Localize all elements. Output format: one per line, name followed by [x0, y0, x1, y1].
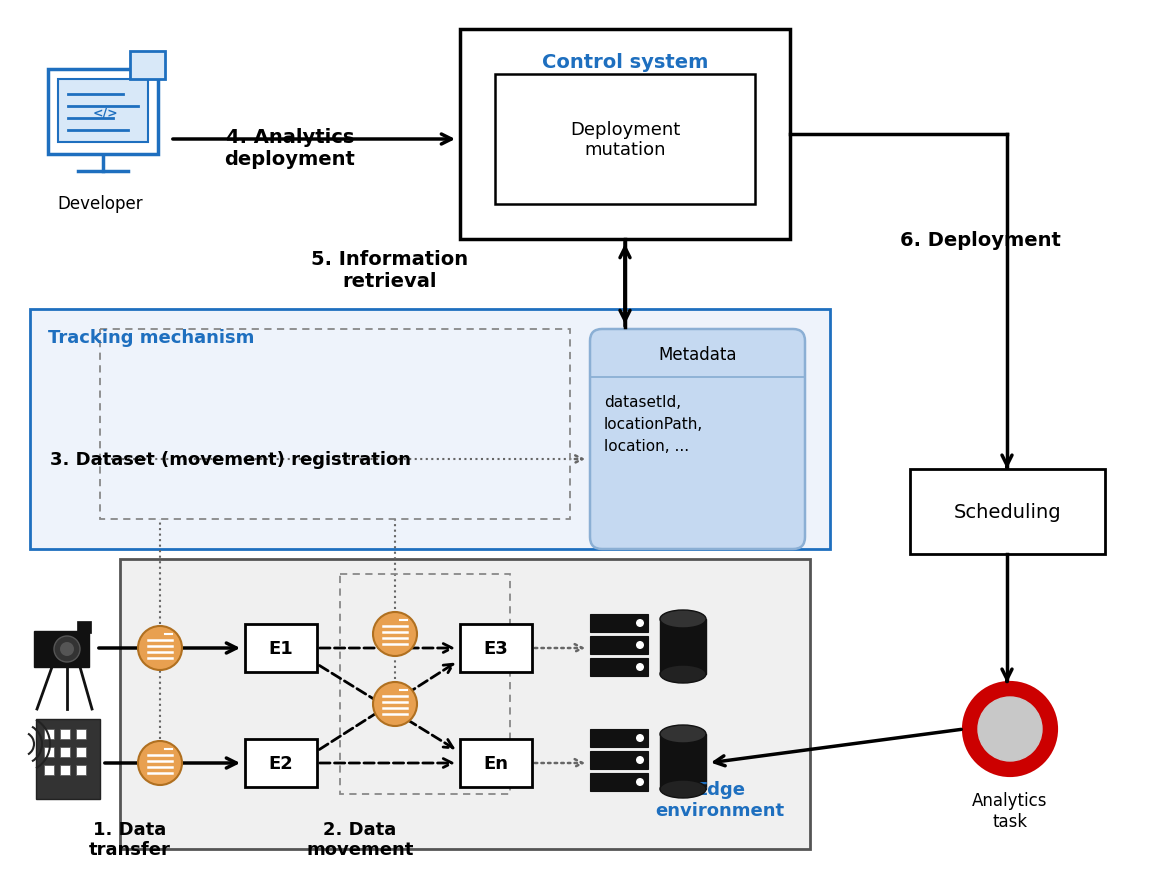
- Text: Tracking mechanism: Tracking mechanism: [48, 329, 254, 347]
- Text: Control system: Control system: [542, 53, 709, 72]
- Bar: [245, 739, 317, 787]
- Text: Scheduling: Scheduling: [953, 502, 1062, 521]
- Bar: [100, 330, 570, 519]
- Bar: [590, 637, 649, 654]
- FancyBboxPatch shape: [590, 330, 805, 550]
- Bar: [911, 469, 1106, 554]
- Bar: [76, 765, 87, 775]
- Bar: [30, 309, 830, 550]
- Bar: [76, 747, 87, 757]
- Bar: [590, 658, 649, 676]
- Circle shape: [54, 637, 80, 662]
- Text: E3: E3: [484, 639, 509, 657]
- Circle shape: [964, 683, 1056, 775]
- Text: 4. Analytics
deployment: 4. Analytics deployment: [225, 127, 355, 168]
- Circle shape: [636, 756, 644, 764]
- Circle shape: [636, 641, 644, 649]
- Bar: [590, 614, 649, 632]
- Text: Edge
environment: Edge environment: [655, 780, 785, 819]
- Bar: [60, 747, 70, 757]
- Bar: [245, 624, 317, 672]
- Circle shape: [636, 620, 644, 628]
- Text: Metadata: Metadata: [658, 346, 736, 364]
- Circle shape: [138, 627, 182, 670]
- Text: </>: </>: [92, 106, 118, 120]
- Bar: [460, 739, 532, 787]
- Bar: [58, 80, 148, 143]
- Bar: [44, 747, 54, 757]
- Bar: [77, 621, 91, 633]
- Bar: [340, 574, 510, 794]
- Circle shape: [373, 682, 417, 726]
- Text: Developer: Developer: [58, 195, 143, 213]
- Bar: [36, 719, 100, 799]
- Ellipse shape: [660, 665, 706, 683]
- Circle shape: [977, 697, 1042, 761]
- Bar: [660, 620, 706, 674]
- Bar: [460, 30, 790, 240]
- Circle shape: [636, 663, 644, 671]
- Bar: [590, 730, 649, 747]
- Ellipse shape: [660, 725, 706, 743]
- Text: Deployment
mutation: Deployment mutation: [570, 121, 680, 159]
- Text: En: En: [484, 755, 509, 772]
- Bar: [48, 70, 158, 155]
- Bar: [76, 730, 87, 739]
- Circle shape: [60, 642, 74, 656]
- Ellipse shape: [660, 611, 706, 628]
- Bar: [590, 773, 649, 791]
- Circle shape: [373, 612, 417, 656]
- Text: datasetId,
locationPath,
location, ...: datasetId, locationPath, location, ...: [604, 394, 703, 454]
- Circle shape: [636, 778, 644, 786]
- Bar: [590, 751, 649, 769]
- Text: 2. Data
movement: 2. Data movement: [306, 820, 413, 858]
- Text: 5. Information
retrieval: 5. Information retrieval: [312, 249, 469, 291]
- Bar: [495, 75, 755, 205]
- Text: 3. Dataset (movement) registration: 3. Dataset (movement) registration: [50, 451, 411, 468]
- Bar: [44, 730, 54, 739]
- Bar: [460, 624, 532, 672]
- Text: Analytics
task: Analytics task: [973, 791, 1048, 830]
- Text: 1. Data
transfer: 1. Data transfer: [89, 820, 171, 858]
- Text: E2: E2: [269, 755, 293, 772]
- Bar: [60, 730, 70, 739]
- Ellipse shape: [660, 780, 706, 798]
- Bar: [60, 765, 70, 775]
- Bar: [130, 52, 165, 80]
- Bar: [120, 560, 810, 849]
- Text: 6. Deployment: 6. Deployment: [900, 231, 1061, 249]
- Bar: [44, 765, 54, 775]
- Text: E1: E1: [269, 639, 293, 657]
- Bar: [660, 734, 706, 789]
- Circle shape: [138, 741, 182, 785]
- Circle shape: [636, 734, 644, 742]
- Bar: [33, 631, 89, 667]
